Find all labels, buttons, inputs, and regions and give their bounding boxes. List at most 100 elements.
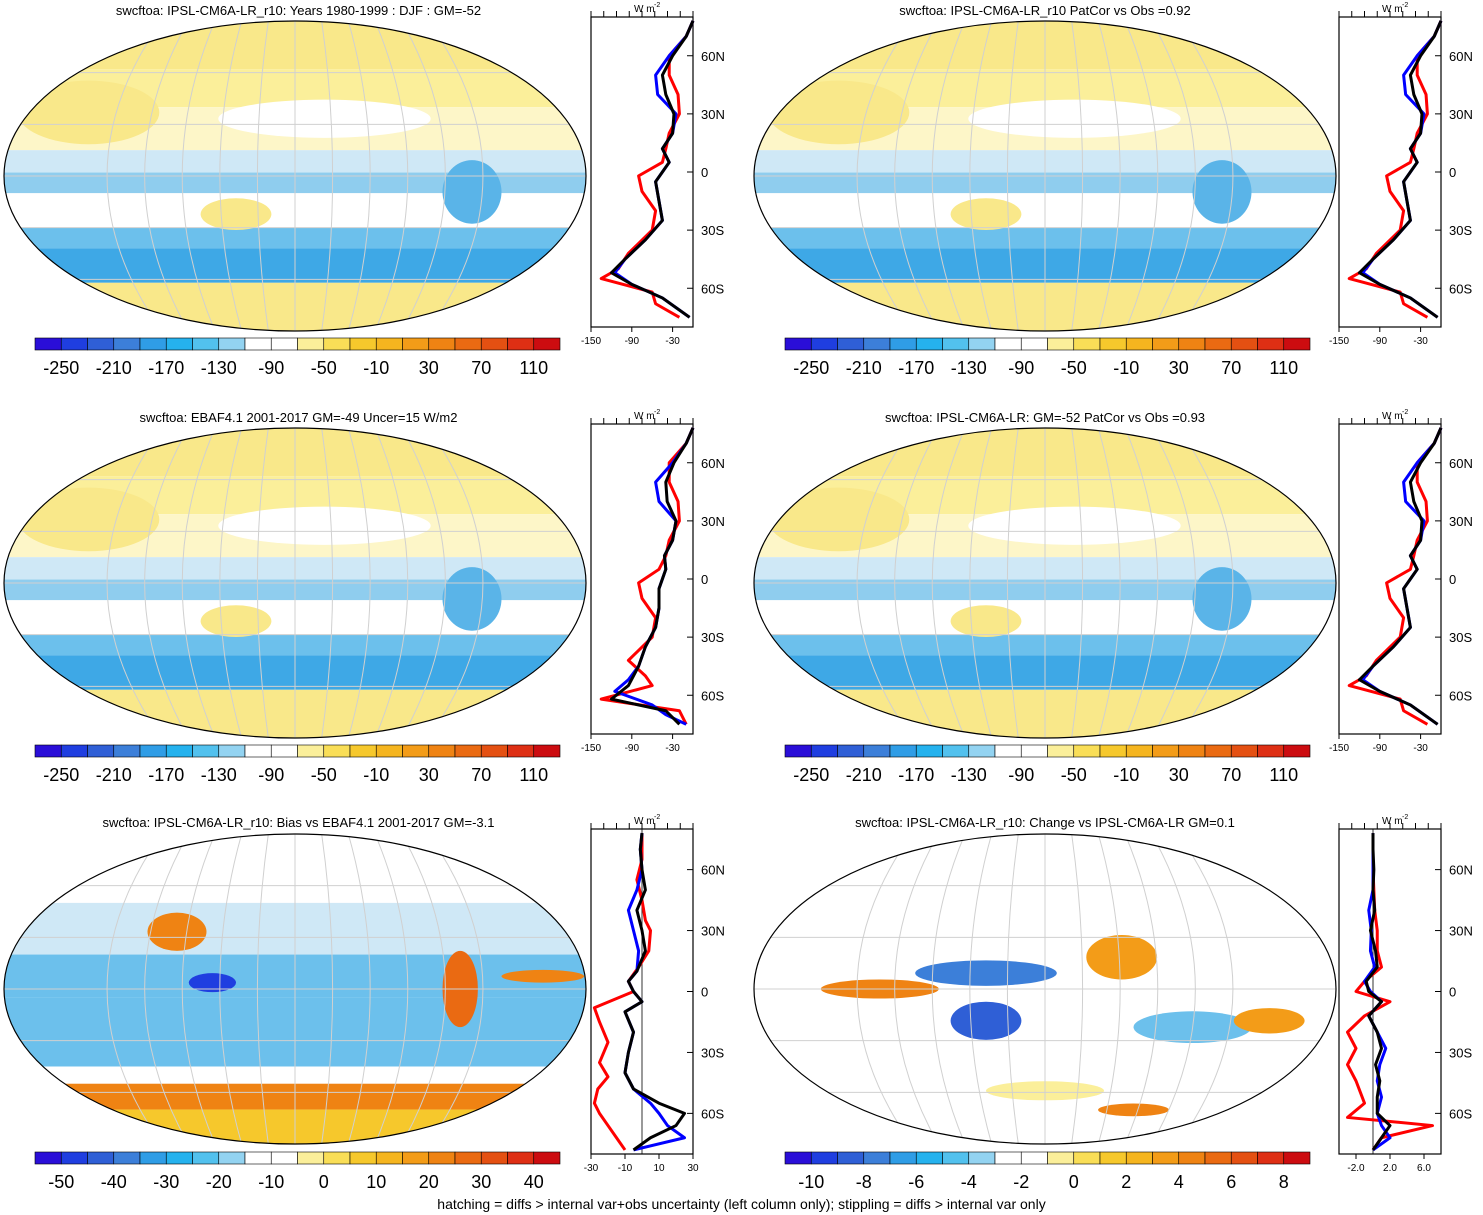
colorbar-swatch [1099,337,1127,351]
profile-lat-label: 30N [1449,514,1473,529]
colorbar-swatch [113,1151,141,1165]
profile-series-ebaf4-1 [609,427,695,726]
meridian-line [856,21,913,331]
region-maritime-bias [188,973,236,993]
colorbar-swatch [863,744,891,758]
colorbar-swatch [942,337,970,351]
colorbar-swatch [889,744,917,758]
panel-3-profile: W m -2 60N 30N 0 30S 60S -150 -90 -30 [581,409,725,754]
panel-2-map [753,20,1337,332]
colorbar-swatch [480,337,508,351]
colorbar-swatch [270,337,298,351]
colorbar-swatch [1020,337,1048,351]
region-south-america [1192,160,1252,224]
colorbar-swatch [480,1151,508,1165]
colorbar-swatch [113,337,141,351]
profile-series-ebaf4-1 [1347,427,1443,726]
profile-lat-label: 60S [1449,281,1472,296]
meridian-line [1177,428,1234,738]
meridian-line [347,428,371,738]
colorbar-tick-label: -130 [201,765,237,785]
meridian-line [219,428,243,738]
meridian-line [1151,21,1196,331]
profile-series-change [1364,833,1392,1151]
colorbar-tick-label: -250 [43,358,79,378]
profile-lat-label: 0 [701,985,708,1000]
meridian-line [144,428,189,738]
colorbar-swatch [60,744,88,758]
colorbar-tick-label: 2 [1121,1172,1131,1192]
map-field [4,21,586,331]
profile-x-label: -150 [1329,743,1349,754]
map-field [754,834,1336,1144]
colorbar-swatch [60,1151,88,1165]
colorbar-tick-label: -10 [363,358,389,378]
profile-series-other [1361,20,1443,319]
profile-series-ebaf4-1 [1347,20,1443,319]
colorbar-tick-label: 6 [1226,1172,1236,1192]
colorbar-swatch [1099,744,1127,758]
colorbar-tick-label: -10 [1113,765,1139,785]
colorbar-swatch [889,1151,917,1165]
colorbar-tick-label: -210 [96,358,132,378]
colorbar-swatch [784,1151,812,1165]
colorbar-tick-label: 110 [1269,358,1298,378]
colorbar-swatch [297,744,325,758]
profile-lat-label: 30S [1449,1045,1472,1060]
colorbar-swatch [270,744,298,758]
colorbar-swatch [1020,744,1048,758]
region-australia [950,605,1022,638]
meridian-line [856,428,913,738]
colorbar-swatch [1283,337,1311,351]
colorbar-tick-label: -210 [846,765,882,785]
meridian-line [144,834,189,1144]
region-africa-n [17,80,160,145]
profile-lat-label: 60N [701,49,725,64]
colorbar-swatch [994,337,1022,351]
meridian-line [374,834,409,1144]
meridian-line [1151,428,1196,738]
region-africa-n [17,487,160,552]
colorbar-swatch [323,337,351,351]
map-field [4,428,586,738]
profile-x-label: 30 [687,1163,699,1174]
panel-2-profile: W m -2 60N 30N 0 30S 60S -150 -90 -30 [1329,2,1473,347]
profile-frame [1338,828,1442,1155]
colorbar-tick-label: 70 [1221,765,1241,785]
colorbar-swatch [863,1151,891,1165]
colorbar-swatch [1204,744,1232,758]
colorbar-swatch [192,744,220,758]
profile-units-superscript: -2 [1402,409,1408,416]
meridian-line [106,428,163,738]
map-outline [753,427,1337,739]
map-outline [3,833,587,1145]
profile-units-superscript: -2 [1402,814,1408,821]
meridian-line [106,834,163,1144]
profile-units-label: W m [634,4,655,15]
colorbar-tick-label: 40 [524,1172,544,1192]
profile-units-label: W m [1382,4,1403,15]
meridian-line [427,21,484,331]
profile-lat-label: 30S [1449,630,1472,645]
profile-lat-label: 60N [1449,863,1473,878]
profile-units-label: W m [634,411,655,422]
colorbar-tick-label: -10 [798,1172,824,1192]
profile-lat-label: 60S [701,688,724,703]
colorbar-swatch [1152,337,1180,351]
colorbar-swatch [507,744,535,758]
colorbar-tick-label: -90 [258,765,284,785]
profile-lat-label: 0 [701,572,708,587]
colorbar-swatch [1283,744,1311,758]
footer-caption: hatching = diffs > internal var+obs unce… [437,1196,1046,1212]
colorbar-swatch [915,744,943,758]
colorbar-tick-label: 4 [1174,1172,1184,1192]
colorbar-tick-label: -90 [1008,765,1034,785]
colorbar-swatch [87,1151,115,1165]
panel-1-map [3,20,587,332]
region-central-pacific [1086,934,1158,980]
profile-x-label: -30 [665,336,680,347]
colorbar-swatch [297,1151,325,1165]
colorbar-tick-label: -130 [951,765,987,785]
colorbar-swatch [34,337,62,351]
meridian-line [969,428,993,738]
